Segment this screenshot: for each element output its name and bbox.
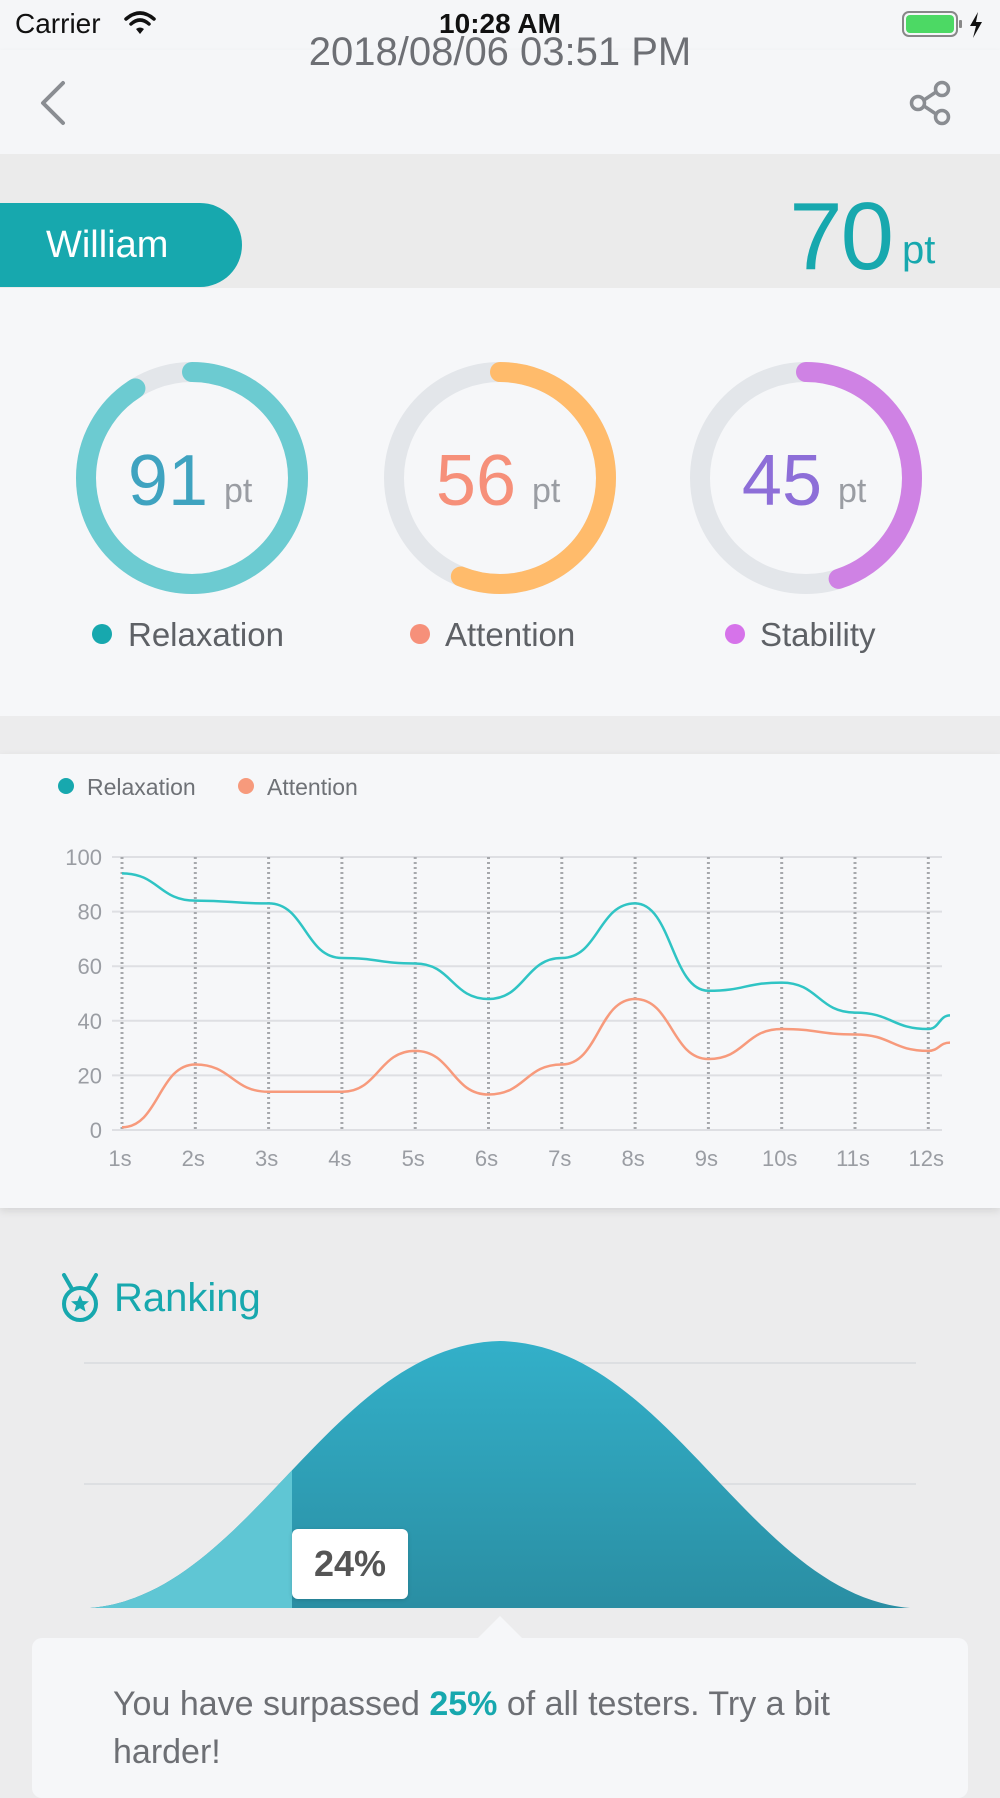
ranking-message: You have surpassed 25% of all testers. T… <box>113 1680 913 1776</box>
y-tick-label: 20 <box>78 1063 102 1088</box>
score-gauges-panel <box>0 288 1000 716</box>
y-tick-label: 40 <box>78 1009 102 1034</box>
y-tick-label: 100 <box>65 845 102 870</box>
series-line-attention <box>121 997 951 1129</box>
relaxation-label: Relaxation <box>128 616 284 653</box>
stability-dot <box>725 624 745 644</box>
attention-ring <box>384 362 616 594</box>
total-score-unit: pt <box>902 228 936 272</box>
back-button[interactable] <box>38 80 68 126</box>
series-line-relaxation <box>121 872 951 1031</box>
x-tick-label: 11s <box>836 1146 870 1171</box>
x-tick-label: 7s <box>548 1146 571 1171</box>
y-tick-label: 0 <box>90 1118 102 1143</box>
x-tick-label: 4s <box>328 1146 351 1171</box>
line-chart: 100 80 60 40 20 01s 2s 3s 4s 5s 6s 7s 8s 9s 10s 11s 12s <box>65 845 951 1171</box>
total-score: 70 <box>789 183 894 290</box>
nav-bar <box>0 50 1000 154</box>
ranking-message-prefix: You have surpassed <box>113 1685 430 1723</box>
status-bar <box>0 0 1000 50</box>
relaxation-dot <box>92 624 112 644</box>
legend-attention-label: Attention <box>267 774 358 800</box>
x-tick-label: 1s <box>108 1146 131 1171</box>
share-icon[interactable] <box>908 80 954 126</box>
y-tick-label: 80 <box>78 900 102 925</box>
relaxation-value: 91 <box>127 441 208 521</box>
medal-icon <box>62 1273 98 1322</box>
page-title: 2018/08/06 03:51 PM <box>308 30 692 74</box>
ranking-message-percent: 25% <box>429 1685 498 1723</box>
carrier-label: Carrier <box>15 8 101 39</box>
relaxation-ring <box>76 362 308 594</box>
x-tick-label: 12s <box>909 1146 944 1171</box>
ranking-message-suffix: of all testers. Try a bit harder! <box>113 1685 830 1771</box>
attention-unit: pt <box>532 472 561 510</box>
y-tick-label: 60 <box>78 954 102 979</box>
ranking-title: Ranking <box>114 1276 261 1320</box>
ranking-percent-badge: 24% <box>292 1529 408 1599</box>
legend-relaxation-dot <box>58 778 74 794</box>
x-tick-label: 10s <box>762 1146 797 1171</box>
legend-attention-dot <box>238 778 254 794</box>
x-tick-label: 8s <box>621 1146 644 1171</box>
clock: 10:28 AM <box>439 8 561 39</box>
x-tick-label: 9s <box>695 1146 718 1171</box>
attention-label: Attention <box>445 616 576 653</box>
attention-value: 56 <box>435 441 516 521</box>
stability-label: Stability <box>760 616 876 653</box>
stability-ring <box>690 362 922 594</box>
battery-icon <box>902 11 982 38</box>
attention-dot <box>410 624 430 644</box>
stability-value: 45 <box>741 441 822 521</box>
legend-relaxation-label: Relaxation <box>87 774 196 800</box>
stability-unit: pt <box>838 472 867 510</box>
ranking-distribution-chart <box>84 1341 916 1638</box>
x-tick-label: 6s <box>475 1146 498 1171</box>
x-tick-label: 3s <box>255 1146 278 1171</box>
timeline-chart-panel <box>0 754 1000 1208</box>
relaxation-unit: pt <box>224 472 253 510</box>
x-tick-label: 2s <box>182 1146 205 1171</box>
user-name: William <box>0 203 242 287</box>
ranking-message-card <box>32 1638 968 1798</box>
wifi-icon <box>124 11 156 34</box>
x-tick-label: 5s <box>402 1146 425 1171</box>
